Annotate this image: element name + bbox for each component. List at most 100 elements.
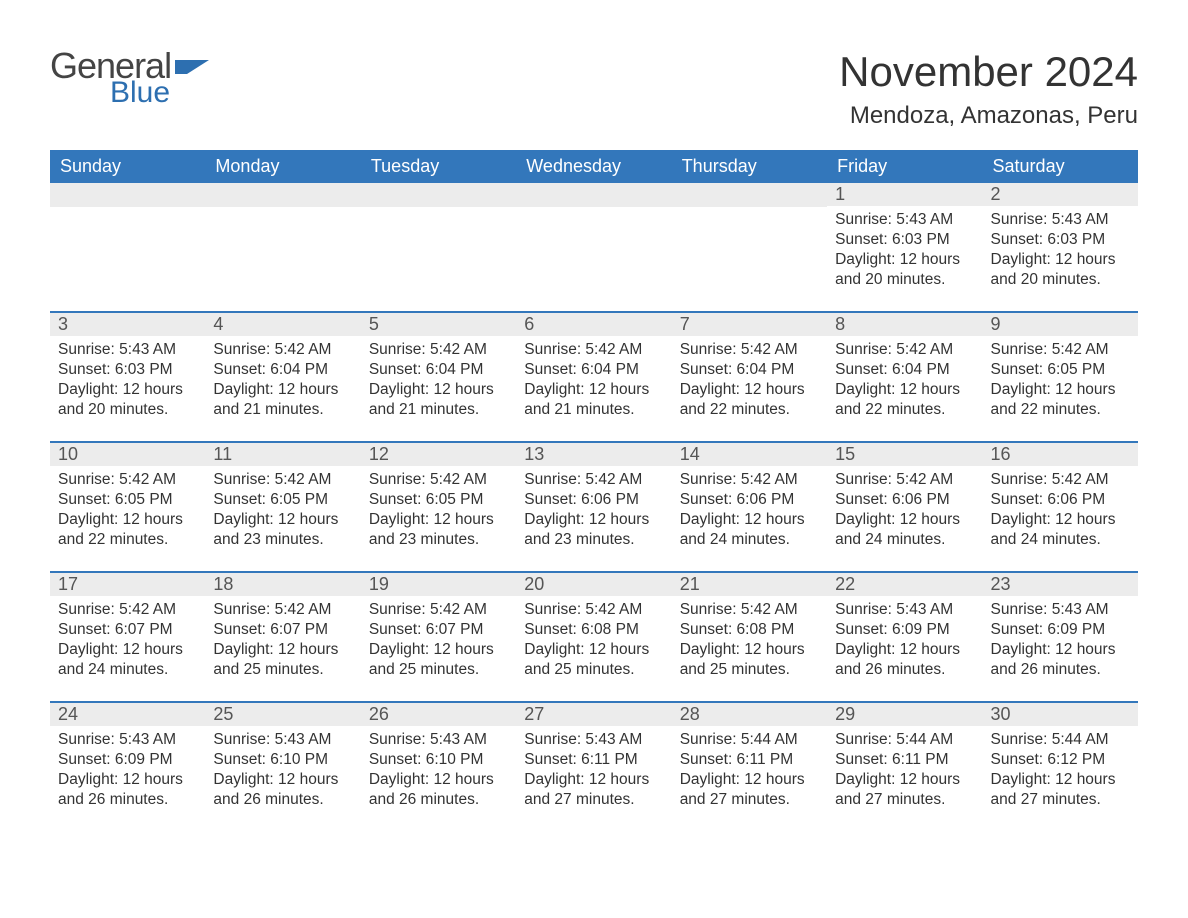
day-cell: 10Sunrise: 5:42 AMSunset: 6:05 PMDayligh… bbox=[50, 443, 205, 571]
daylight-line: Daylight: 12 hours and 24 minutes. bbox=[835, 510, 974, 550]
daylight-line: Daylight: 12 hours and 20 minutes. bbox=[58, 380, 197, 420]
sunset-line: Sunset: 6:12 PM bbox=[991, 750, 1130, 770]
day-cell: 14Sunrise: 5:42 AMSunset: 6:06 PMDayligh… bbox=[672, 443, 827, 571]
day-details: Sunrise: 5:42 AMSunset: 6:05 PMDaylight:… bbox=[983, 336, 1138, 429]
day-details: Sunrise: 5:44 AMSunset: 6:11 PMDaylight:… bbox=[672, 726, 827, 819]
day-number: 28 bbox=[672, 703, 827, 726]
day-cell: 4Sunrise: 5:42 AMSunset: 6:04 PMDaylight… bbox=[205, 313, 360, 441]
sunrise-line: Sunrise: 5:42 AM bbox=[835, 340, 974, 360]
day-number: 4 bbox=[205, 313, 360, 336]
day-details: Sunrise: 5:42 AMSunset: 6:06 PMDaylight:… bbox=[672, 466, 827, 559]
sunset-line: Sunset: 6:08 PM bbox=[524, 620, 663, 640]
day-number: 5 bbox=[361, 313, 516, 336]
day-number: 3 bbox=[50, 313, 205, 336]
day-number: 10 bbox=[50, 443, 205, 466]
day-details: Sunrise: 5:42 AMSunset: 6:04 PMDaylight:… bbox=[205, 336, 360, 429]
daylight-line: Daylight: 12 hours and 22 minutes. bbox=[991, 380, 1130, 420]
daylight-line: Daylight: 12 hours and 27 minutes. bbox=[680, 770, 819, 810]
sunset-line: Sunset: 6:03 PM bbox=[58, 360, 197, 380]
day-cell: 16Sunrise: 5:42 AMSunset: 6:06 PMDayligh… bbox=[983, 443, 1138, 571]
empty-day bbox=[361, 183, 516, 207]
month-title: November 2024 bbox=[839, 48, 1138, 96]
day-details: Sunrise: 5:42 AMSunset: 6:06 PMDaylight:… bbox=[827, 466, 982, 559]
sunrise-line: Sunrise: 5:42 AM bbox=[991, 470, 1130, 490]
sunrise-line: Sunrise: 5:43 AM bbox=[991, 600, 1130, 620]
day-cell bbox=[672, 183, 827, 311]
day-cell: 25Sunrise: 5:43 AMSunset: 6:10 PMDayligh… bbox=[205, 703, 360, 831]
day-details: Sunrise: 5:43 AMSunset: 6:11 PMDaylight:… bbox=[516, 726, 671, 819]
daylight-line: Daylight: 12 hours and 26 minutes. bbox=[213, 770, 352, 810]
logo: General Blue bbox=[50, 48, 213, 108]
sunrise-line: Sunrise: 5:44 AM bbox=[680, 730, 819, 750]
daylight-line: Daylight: 12 hours and 24 minutes. bbox=[991, 510, 1130, 550]
day-details: Sunrise: 5:44 AMSunset: 6:12 PMDaylight:… bbox=[983, 726, 1138, 819]
daylight-line: Daylight: 12 hours and 25 minutes. bbox=[369, 640, 508, 680]
day-cell bbox=[516, 183, 671, 311]
day-cell: 12Sunrise: 5:42 AMSunset: 6:05 PMDayligh… bbox=[361, 443, 516, 571]
sunrise-line: Sunrise: 5:42 AM bbox=[524, 470, 663, 490]
sunset-line: Sunset: 6:06 PM bbox=[680, 490, 819, 510]
sunrise-line: Sunrise: 5:42 AM bbox=[213, 600, 352, 620]
daylight-line: Daylight: 12 hours and 20 minutes. bbox=[835, 250, 974, 290]
week-row: 3Sunrise: 5:43 AMSunset: 6:03 PMDaylight… bbox=[50, 311, 1138, 441]
sunset-line: Sunset: 6:04 PM bbox=[835, 360, 974, 380]
daylight-line: Daylight: 12 hours and 25 minutes. bbox=[524, 640, 663, 680]
day-number: 19 bbox=[361, 573, 516, 596]
sunrise-line: Sunrise: 5:42 AM bbox=[680, 470, 819, 490]
daylight-line: Daylight: 12 hours and 23 minutes. bbox=[524, 510, 663, 550]
sunset-line: Sunset: 6:06 PM bbox=[524, 490, 663, 510]
daylight-line: Daylight: 12 hours and 27 minutes. bbox=[991, 770, 1130, 810]
sunrise-line: Sunrise: 5:44 AM bbox=[991, 730, 1130, 750]
day-number: 13 bbox=[516, 443, 671, 466]
day-cell: 18Sunrise: 5:42 AMSunset: 6:07 PMDayligh… bbox=[205, 573, 360, 701]
day-cell: 9Sunrise: 5:42 AMSunset: 6:05 PMDaylight… bbox=[983, 313, 1138, 441]
day-number: 6 bbox=[516, 313, 671, 336]
day-cell: 11Sunrise: 5:42 AMSunset: 6:05 PMDayligh… bbox=[205, 443, 360, 571]
day-number: 17 bbox=[50, 573, 205, 596]
sunrise-line: Sunrise: 5:42 AM bbox=[369, 470, 508, 490]
day-header-thursday: Thursday bbox=[672, 150, 827, 183]
day-number: 27 bbox=[516, 703, 671, 726]
sunset-line: Sunset: 6:05 PM bbox=[58, 490, 197, 510]
day-header-tuesday: Tuesday bbox=[361, 150, 516, 183]
sunrise-line: Sunrise: 5:42 AM bbox=[680, 340, 819, 360]
day-details: Sunrise: 5:42 AMSunset: 6:06 PMDaylight:… bbox=[983, 466, 1138, 559]
day-cell: 1Sunrise: 5:43 AMSunset: 6:03 PMDaylight… bbox=[827, 183, 982, 311]
sunset-line: Sunset: 6:04 PM bbox=[524, 360, 663, 380]
sunset-line: Sunset: 6:05 PM bbox=[213, 490, 352, 510]
day-header-row: SundayMondayTuesdayWednesdayThursdayFrid… bbox=[50, 150, 1138, 183]
day-header-friday: Friday bbox=[827, 150, 982, 183]
day-details: Sunrise: 5:42 AMSunset: 6:05 PMDaylight:… bbox=[205, 466, 360, 559]
day-number: 9 bbox=[983, 313, 1138, 336]
sunset-line: Sunset: 6:11 PM bbox=[680, 750, 819, 770]
sunset-line: Sunset: 6:09 PM bbox=[835, 620, 974, 640]
day-number: 16 bbox=[983, 443, 1138, 466]
title-block: November 2024 Mendoza, Amazonas, Peru bbox=[839, 48, 1138, 130]
day-details: Sunrise: 5:42 AMSunset: 6:07 PMDaylight:… bbox=[361, 596, 516, 689]
sunrise-line: Sunrise: 5:43 AM bbox=[835, 210, 974, 230]
day-header-wednesday: Wednesday bbox=[516, 150, 671, 183]
sunrise-line: Sunrise: 5:42 AM bbox=[835, 470, 974, 490]
daylight-line: Daylight: 12 hours and 22 minutes. bbox=[835, 380, 974, 420]
sunset-line: Sunset: 6:10 PM bbox=[213, 750, 352, 770]
day-number: 1 bbox=[827, 183, 982, 206]
day-number: 2 bbox=[983, 183, 1138, 206]
day-number: 21 bbox=[672, 573, 827, 596]
sunset-line: Sunset: 6:09 PM bbox=[58, 750, 197, 770]
sunrise-line: Sunrise: 5:42 AM bbox=[524, 600, 663, 620]
day-number: 22 bbox=[827, 573, 982, 596]
sunset-line: Sunset: 6:04 PM bbox=[680, 360, 819, 380]
day-cell: 6Sunrise: 5:42 AMSunset: 6:04 PMDaylight… bbox=[516, 313, 671, 441]
day-number: 24 bbox=[50, 703, 205, 726]
sunset-line: Sunset: 6:09 PM bbox=[991, 620, 1130, 640]
daylight-line: Daylight: 12 hours and 25 minutes. bbox=[213, 640, 352, 680]
sunset-line: Sunset: 6:06 PM bbox=[835, 490, 974, 510]
day-number: 23 bbox=[983, 573, 1138, 596]
day-header-saturday: Saturday bbox=[983, 150, 1138, 183]
day-number: 30 bbox=[983, 703, 1138, 726]
sunrise-line: Sunrise: 5:43 AM bbox=[524, 730, 663, 750]
sunrise-line: Sunrise: 5:42 AM bbox=[213, 340, 352, 360]
daylight-line: Daylight: 12 hours and 26 minutes. bbox=[369, 770, 508, 810]
sunset-line: Sunset: 6:06 PM bbox=[991, 490, 1130, 510]
day-details: Sunrise: 5:42 AMSunset: 6:07 PMDaylight:… bbox=[205, 596, 360, 689]
